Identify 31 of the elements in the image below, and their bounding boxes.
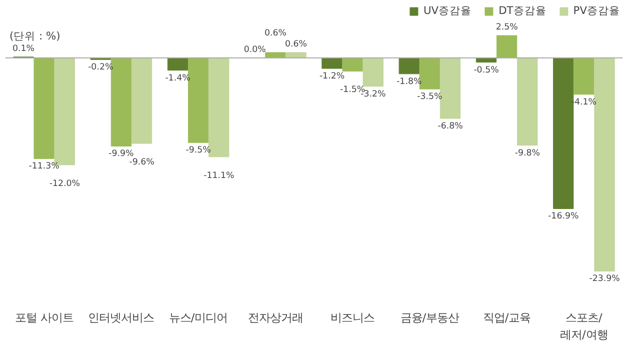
legend-label: DT증감율 [498,4,546,18]
data-label: -1.2% [319,72,345,82]
x-tick-label: 포털 사이트 [14,310,74,324]
data-label: 0.1% [12,44,34,54]
data-label: 0.6% [264,28,286,38]
annotation: (단위 : %) [10,30,60,42]
data-label: -9.9% [108,149,134,160]
data-label: -9.5% [186,146,211,156]
data-label: -12.0% [49,178,80,189]
data-label: -3.5% [417,92,442,102]
data-label: -16.9% [548,212,579,222]
x-tick-label: 금융/부동산 [400,310,460,324]
legend-label: PV증감율 [573,4,620,18]
data-label: 0.6% [285,39,308,50]
data-label: -0.5% [474,65,499,76]
data-label: -11.3% [28,162,60,172]
data-label: -23.9% [589,274,620,284]
x-tick-label: 뉴스/미디어 [168,310,228,324]
data-label: -6.8% [438,122,463,132]
x-tick-label: 직업/교육 [482,310,531,324]
x-tick-label: 비즈니스 [330,310,375,324]
data-label: -9.8% [514,148,540,158]
x-tick-label: 전자상거래 [248,310,303,324]
data-label: -3.2% [360,89,386,100]
x-tick-label: 인터넷서비스 [88,310,154,324]
data-label: -11.1% [204,170,234,181]
legend-label: UV증감율 [423,4,472,18]
data-label: 2.5% [496,22,518,32]
data-label: 0.0% [244,44,266,55]
data-label: -9.6% [129,158,154,168]
x-tick-label: 스포츠/ 레저/여행 [560,310,608,342]
